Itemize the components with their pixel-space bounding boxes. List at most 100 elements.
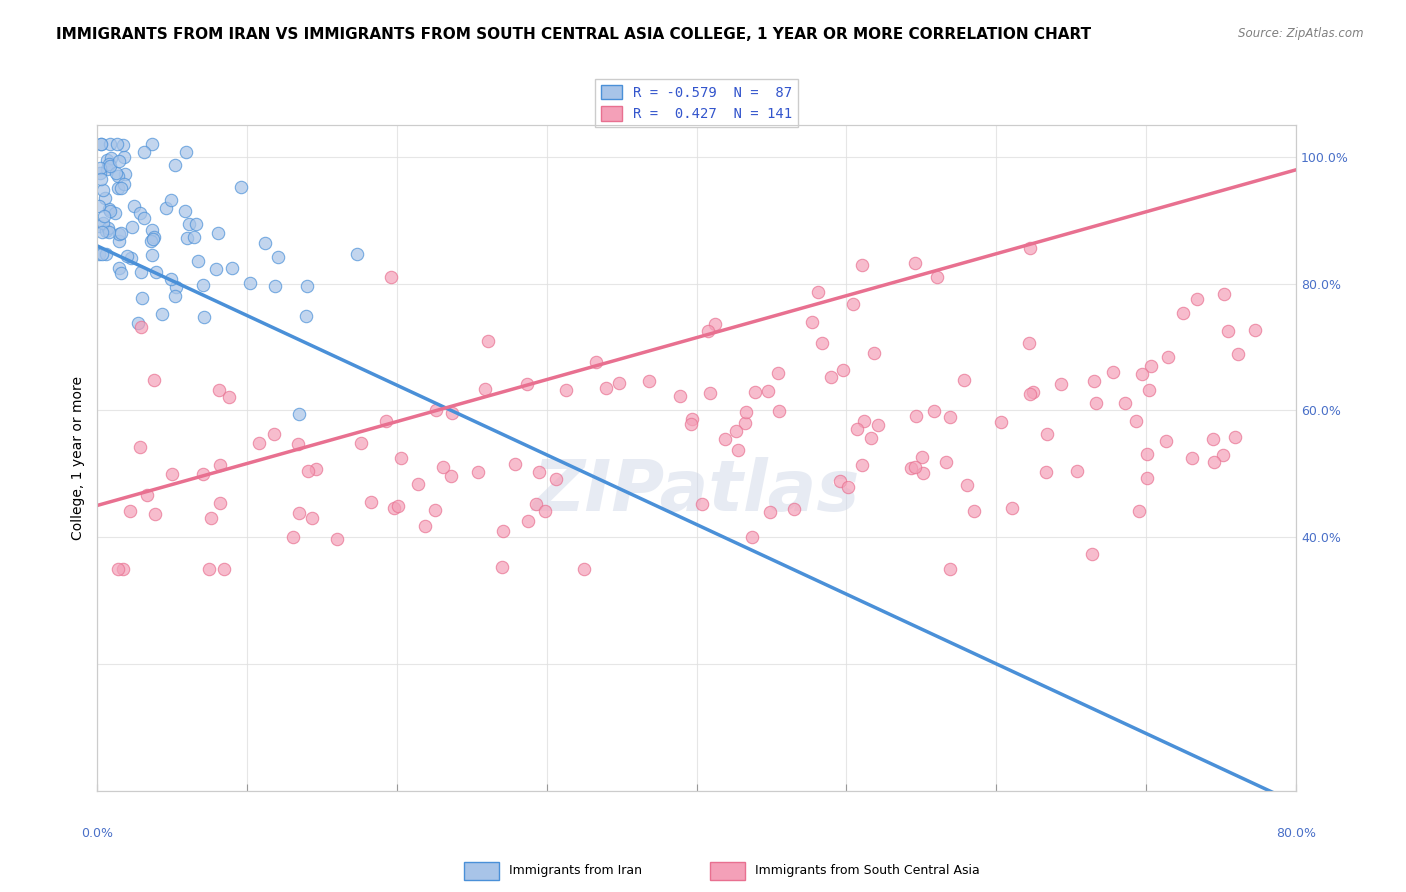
Point — [851, 458, 873, 473]
Point — [200, 510, 222, 524]
Point — [768, 404, 790, 418]
Point — [160, 272, 183, 286]
Point — [1036, 427, 1059, 442]
Point — [297, 464, 319, 478]
Point — [1050, 376, 1073, 391]
Point — [638, 375, 661, 389]
Point — [98, 203, 121, 218]
Point — [159, 193, 181, 207]
Point — [1022, 385, 1045, 400]
Point — [952, 373, 974, 387]
Point — [534, 504, 557, 518]
Point — [87, 219, 110, 234]
Point — [247, 436, 270, 450]
Point — [264, 278, 287, 293]
Point — [94, 223, 117, 237]
Point — [911, 466, 934, 480]
Point — [1018, 241, 1040, 255]
Point — [1085, 396, 1108, 410]
Point — [129, 441, 152, 455]
Point — [98, 202, 121, 216]
Point — [1066, 464, 1088, 478]
Point — [423, 503, 446, 517]
Point — [221, 261, 243, 276]
Point — [759, 505, 782, 519]
Point — [266, 250, 288, 264]
Point — [810, 335, 832, 350]
Point — [129, 205, 152, 219]
Point — [820, 370, 842, 384]
Point — [254, 236, 277, 251]
Point — [118, 504, 141, 518]
Point — [572, 562, 595, 576]
Point — [503, 457, 526, 471]
Point — [1187, 292, 1209, 306]
Point — [853, 414, 876, 428]
Point — [295, 309, 318, 323]
Point — [129, 265, 152, 279]
Point — [830, 475, 852, 489]
Point — [108, 261, 131, 276]
Point — [120, 251, 142, 265]
Point — [382, 500, 405, 515]
Point — [94, 191, 117, 205]
Point — [191, 467, 214, 481]
Point — [990, 415, 1012, 429]
Point — [112, 138, 135, 153]
Point — [90, 137, 112, 152]
Point — [97, 221, 120, 235]
Point — [295, 278, 318, 293]
Point — [207, 226, 229, 240]
Point — [387, 499, 409, 513]
Point — [89, 247, 111, 261]
Point — [208, 383, 231, 397]
Point — [112, 177, 135, 191]
Point — [193, 310, 215, 324]
Point — [1140, 359, 1163, 374]
Point — [1083, 374, 1105, 388]
Point — [107, 562, 129, 576]
Point — [925, 270, 948, 285]
Point — [467, 466, 489, 480]
Point — [1035, 466, 1057, 480]
Point — [129, 320, 152, 334]
Point — [474, 382, 496, 396]
Point — [546, 472, 568, 486]
Point — [807, 285, 830, 299]
Point — [301, 511, 323, 525]
Point — [145, 265, 167, 279]
Point — [526, 497, 548, 511]
Point — [205, 262, 228, 277]
Text: ZIPatlas: ZIPatlas — [533, 457, 860, 525]
Point — [939, 562, 962, 576]
Point — [681, 412, 703, 426]
Point — [904, 256, 927, 270]
Point — [374, 414, 396, 428]
Point — [432, 460, 454, 475]
Point — [585, 355, 607, 369]
Point — [389, 451, 412, 466]
Point — [595, 381, 617, 395]
Point — [212, 562, 235, 576]
Point — [346, 247, 368, 261]
Point — [1154, 434, 1177, 449]
Point — [962, 503, 984, 517]
Point — [529, 465, 551, 479]
Point — [724, 424, 747, 438]
Point — [209, 495, 232, 509]
Point — [831, 362, 853, 376]
Point — [89, 165, 111, 179]
Point — [93, 210, 115, 224]
Point — [141, 137, 163, 152]
Point — [1136, 471, 1159, 485]
Point — [287, 437, 309, 451]
Point — [91, 183, 114, 197]
Point — [115, 249, 138, 263]
Point — [714, 432, 737, 446]
Point — [104, 206, 127, 220]
Point — [1216, 324, 1239, 338]
Point — [87, 199, 110, 213]
Point — [837, 480, 859, 494]
Point — [174, 145, 197, 159]
Point — [90, 225, 112, 239]
